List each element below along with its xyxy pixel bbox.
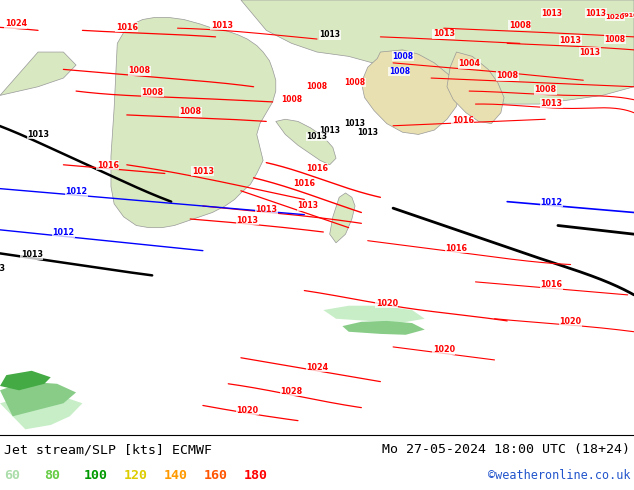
Text: 1008: 1008: [281, 95, 302, 104]
Text: Mo 27-05-2024 18:00 UTC (18+24): Mo 27-05-2024 18:00 UTC (18+24): [382, 443, 630, 456]
Text: ©weatheronline.co.uk: ©weatheronline.co.uk: [488, 469, 630, 483]
Text: 1008: 1008: [141, 88, 163, 97]
Text: 1008: 1008: [604, 34, 626, 44]
Polygon shape: [276, 119, 336, 165]
Text: 1020: 1020: [605, 14, 624, 21]
Text: 1013: 1013: [433, 29, 455, 38]
Text: 140: 140: [164, 469, 188, 483]
Text: 1013: 1013: [256, 205, 277, 215]
Polygon shape: [111, 17, 276, 228]
Polygon shape: [0, 382, 76, 416]
Text: 1016: 1016: [446, 244, 467, 252]
Text: 1024: 1024: [5, 19, 27, 28]
Text: 1016: 1016: [452, 117, 474, 125]
Text: 1016: 1016: [97, 161, 119, 170]
Text: 1020: 1020: [560, 317, 581, 326]
Text: 1013: 1013: [585, 8, 607, 18]
Polygon shape: [0, 394, 82, 429]
Text: 1016: 1016: [294, 179, 315, 188]
Text: 1008: 1008: [129, 66, 150, 75]
Text: 1012: 1012: [541, 198, 562, 207]
Text: 1016: 1016: [306, 164, 328, 173]
Text: 1008: 1008: [389, 67, 410, 76]
Text: 1013: 1013: [560, 36, 581, 45]
Polygon shape: [0, 52, 76, 96]
Text: 1013: 1013: [0, 265, 4, 273]
Text: 1016: 1016: [116, 23, 138, 32]
Text: 1013: 1013: [319, 125, 340, 135]
Text: 60: 60: [4, 469, 20, 483]
Text: 1013: 1013: [357, 128, 378, 137]
Polygon shape: [0, 371, 51, 390]
Text: 1013: 1013: [192, 167, 214, 176]
Text: 1008: 1008: [509, 21, 531, 30]
Text: 1004: 1004: [458, 59, 480, 68]
Text: 991008: 991008: [621, 13, 634, 18]
Polygon shape: [447, 52, 504, 123]
Text: 1028: 1028: [280, 387, 303, 396]
Text: 1020: 1020: [376, 299, 398, 308]
Text: 1008: 1008: [344, 78, 366, 87]
Text: 1008: 1008: [496, 72, 518, 80]
Text: 1013: 1013: [319, 30, 340, 39]
Text: 120: 120: [124, 469, 148, 483]
Text: 1013: 1013: [306, 132, 328, 141]
Text: Jet stream/SLP [kts] ECMWF: Jet stream/SLP [kts] ECMWF: [4, 443, 212, 456]
Text: 1013: 1013: [21, 250, 42, 260]
Text: 1008: 1008: [306, 82, 328, 91]
Text: 1013: 1013: [344, 119, 366, 128]
Text: 1013: 1013: [579, 48, 600, 56]
Text: 1012: 1012: [65, 187, 87, 196]
Polygon shape: [361, 50, 460, 134]
Text: 1016: 1016: [541, 280, 562, 290]
Polygon shape: [241, 0, 634, 104]
Text: 180: 180: [244, 469, 268, 483]
Text: 1013: 1013: [541, 98, 562, 108]
Text: 1013: 1013: [541, 8, 562, 18]
Polygon shape: [330, 193, 355, 243]
Text: 80: 80: [44, 469, 60, 483]
Text: 1024: 1024: [306, 363, 328, 372]
Text: 1013: 1013: [27, 130, 49, 139]
Polygon shape: [323, 306, 425, 323]
Text: 1020: 1020: [433, 345, 455, 354]
Text: 160: 160: [204, 469, 228, 483]
Text: 1013: 1013: [297, 201, 318, 211]
Text: 1020: 1020: [236, 406, 258, 415]
Text: 1008: 1008: [534, 85, 556, 94]
Text: 1012: 1012: [53, 228, 74, 237]
Text: 1013: 1013: [211, 21, 233, 30]
Text: 1008: 1008: [179, 107, 201, 117]
Text: 100: 100: [84, 469, 108, 483]
Polygon shape: [342, 321, 425, 335]
Text: 1013: 1013: [236, 216, 258, 225]
Text: 1008: 1008: [392, 52, 413, 61]
